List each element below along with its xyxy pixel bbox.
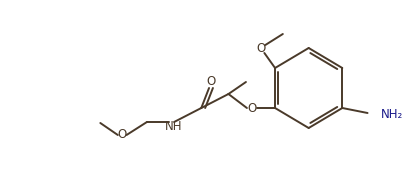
Text: O: O — [117, 129, 126, 142]
Text: O: O — [247, 101, 256, 114]
Text: O: O — [256, 41, 265, 54]
Text: NH: NH — [165, 121, 182, 134]
Text: O: O — [206, 74, 215, 87]
Text: NH₂: NH₂ — [380, 108, 403, 121]
